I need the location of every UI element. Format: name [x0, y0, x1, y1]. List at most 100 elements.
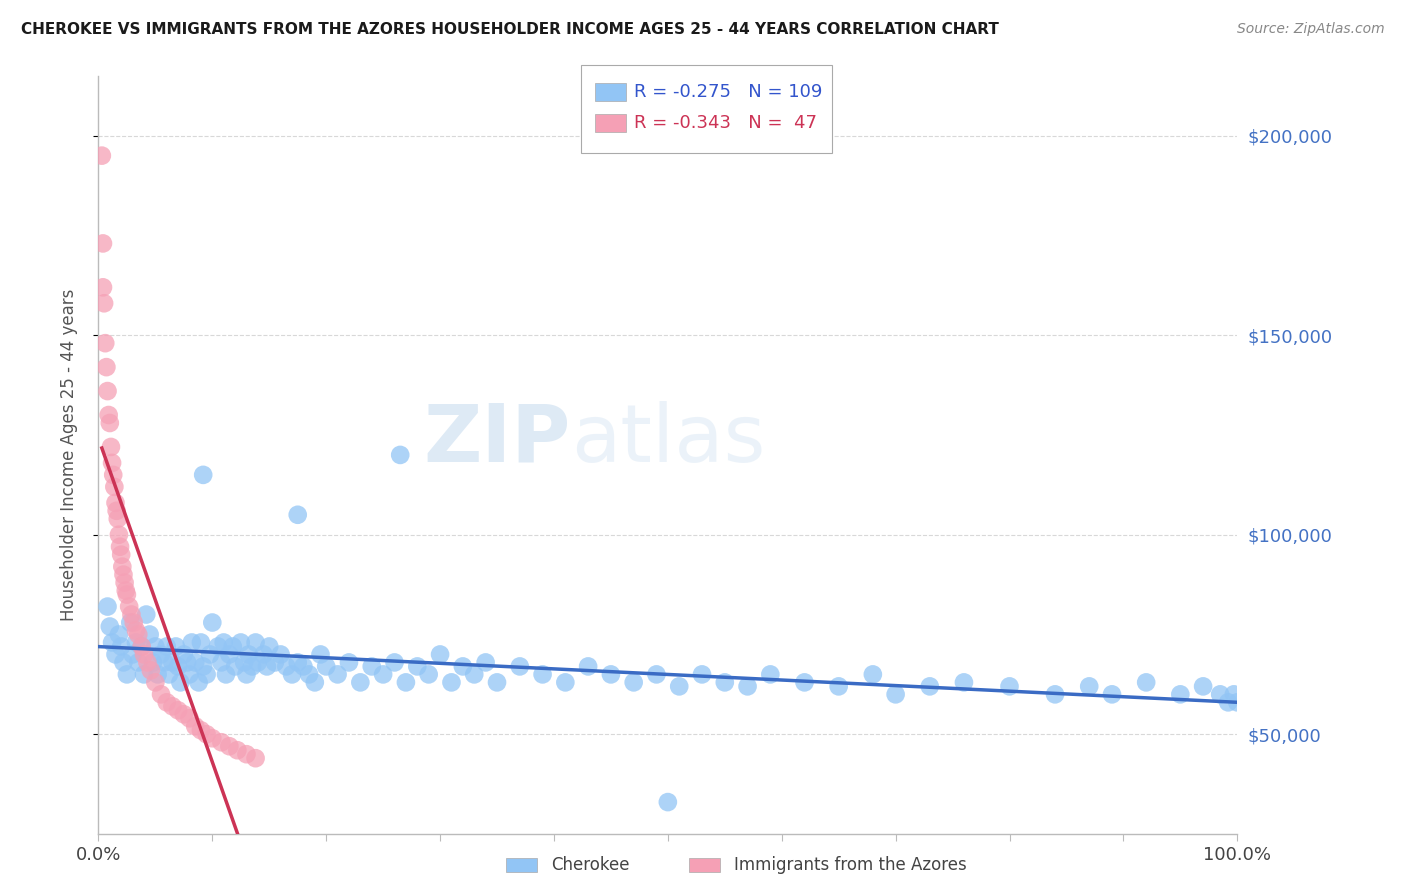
Point	[110, 640, 132, 654]
Point	[554, 675, 576, 690]
Point	[138, 627, 160, 641]
Point	[371, 667, 394, 681]
Point	[222, 640, 245, 654]
Point	[127, 627, 149, 641]
Point	[156, 695, 179, 709]
Point	[486, 675, 509, 690]
Point	[115, 588, 138, 602]
Point	[187, 675, 209, 690]
Point	[233, 656, 256, 670]
Point	[94, 336, 117, 351]
Point	[96, 360, 118, 375]
Point	[180, 635, 202, 649]
Point	[759, 667, 782, 681]
Point	[104, 648, 127, 662]
Point	[131, 640, 153, 654]
Point	[184, 656, 207, 670]
Point	[259, 640, 281, 654]
Point	[112, 656, 135, 670]
Point	[576, 659, 599, 673]
Point	[281, 667, 304, 681]
Point	[276, 659, 298, 673]
Point	[270, 648, 292, 662]
Point	[418, 667, 440, 681]
Point	[298, 667, 321, 681]
Point	[884, 687, 907, 701]
Point	[193, 467, 215, 482]
Point	[212, 635, 235, 649]
Point	[115, 667, 138, 681]
Text: CHEROKEE VS IMMIGRANTS FROM THE AZORES HOUSEHOLDER INCOME AGES 25 - 44 YEARS COR: CHEROKEE VS IMMIGRANTS FROM THE AZORES H…	[21, 22, 1000, 37]
Point	[440, 675, 463, 690]
Point	[96, 599, 118, 614]
Point	[714, 675, 737, 690]
Point	[169, 675, 191, 690]
Point	[304, 675, 326, 690]
Point	[100, 440, 122, 454]
Point	[737, 679, 759, 693]
Point	[139, 664, 162, 678]
Point	[862, 667, 884, 681]
Point	[315, 659, 337, 673]
Point	[252, 648, 274, 662]
Point	[105, 504, 128, 518]
Text: ZIP: ZIP	[423, 401, 571, 479]
Point	[1135, 675, 1157, 690]
Point	[1170, 687, 1192, 701]
Point	[384, 656, 406, 670]
Point	[107, 512, 129, 526]
Point	[245, 751, 267, 765]
Point	[153, 656, 176, 670]
Point	[193, 659, 215, 673]
Point	[1192, 679, 1215, 693]
Point	[96, 384, 118, 398]
Point	[103, 467, 125, 482]
Point	[246, 656, 269, 670]
Point	[218, 648, 240, 662]
Point	[167, 703, 190, 717]
Text: Cherokee: Cherokee	[551, 856, 630, 874]
Point	[114, 583, 136, 598]
Point	[226, 743, 249, 757]
Point	[179, 711, 201, 725]
Point	[108, 627, 131, 641]
Point	[463, 667, 485, 681]
Point	[127, 656, 149, 670]
Point	[98, 619, 121, 633]
Y-axis label: Householder Income Ages 25 - 44 years: Householder Income Ages 25 - 44 years	[59, 289, 77, 621]
Point	[101, 635, 124, 649]
Text: Immigrants from the Azores: Immigrants from the Azores	[734, 856, 967, 874]
Point	[145, 640, 167, 654]
Point	[668, 679, 690, 693]
Point	[235, 747, 257, 762]
Point	[309, 648, 332, 662]
Point	[389, 448, 412, 462]
Point	[240, 659, 263, 673]
Point	[91, 236, 114, 251]
Point	[156, 640, 179, 654]
Text: Source: ZipAtlas.com: Source: ZipAtlas.com	[1237, 22, 1385, 37]
Point	[198, 648, 221, 662]
Point	[167, 659, 190, 673]
Point	[150, 687, 173, 701]
Point	[91, 280, 114, 294]
Point	[287, 656, 309, 670]
Point	[179, 667, 201, 681]
Point	[132, 648, 155, 662]
Point	[173, 707, 195, 722]
Point	[120, 615, 142, 630]
Point	[195, 667, 218, 681]
Point	[918, 679, 941, 693]
Point	[93, 296, 115, 310]
Point	[326, 667, 349, 681]
Point	[1209, 687, 1232, 701]
Point	[953, 675, 976, 690]
Text: atlas: atlas	[571, 401, 765, 479]
Point	[201, 615, 224, 630]
Point	[162, 656, 184, 670]
Point	[112, 567, 135, 582]
Point	[103, 480, 125, 494]
Point	[121, 648, 143, 662]
Point	[690, 667, 713, 681]
Point	[118, 599, 141, 614]
